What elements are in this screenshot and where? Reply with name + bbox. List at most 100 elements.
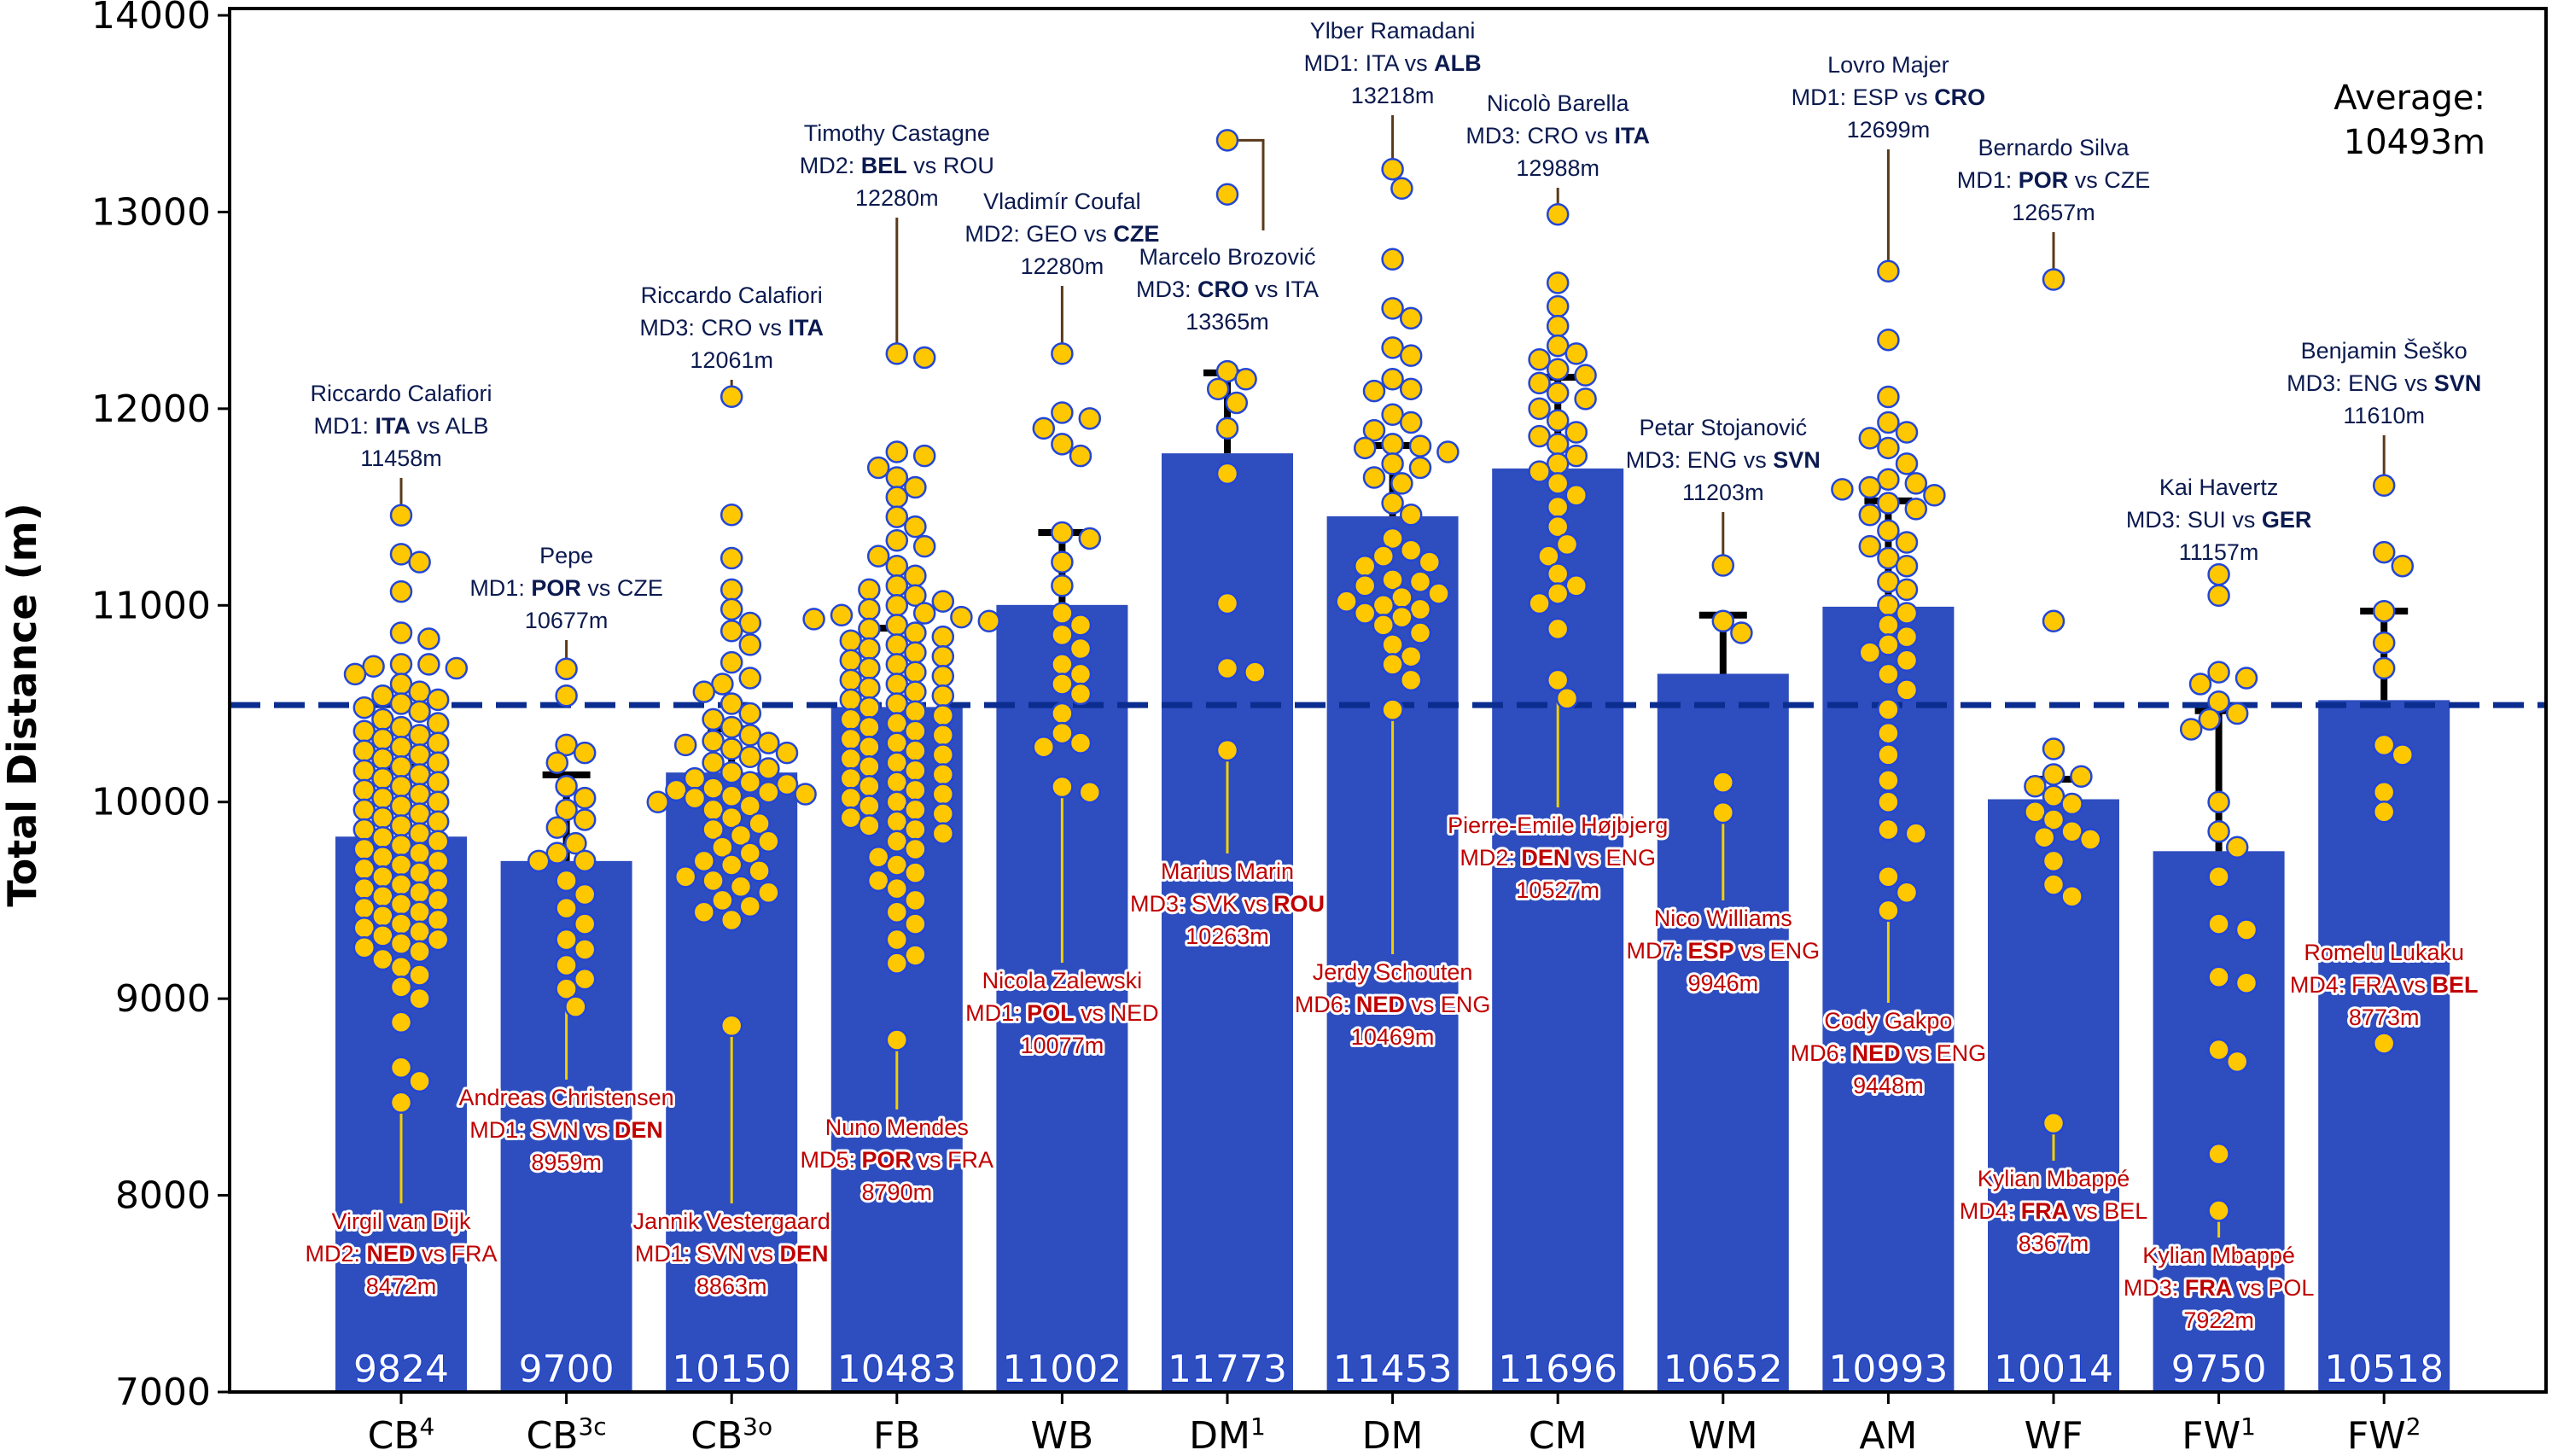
- data-point: [1858, 427, 1882, 450]
- annotation-bottom: Jannik Vestergaard MD1: SVN vs DEN 8863m: [631, 1206, 833, 1302]
- data-point: [2207, 584, 2230, 608]
- data-point: [673, 865, 697, 888]
- data-point: [738, 702, 762, 725]
- data-point: [2372, 1032, 2396, 1055]
- data-point: [904, 818, 927, 842]
- x-tick-label: CB4: [368, 1412, 435, 1456]
- data-point: [1381, 527, 1404, 550]
- bar: [1492, 468, 1624, 1392]
- data-point: [1877, 865, 1900, 888]
- data-point: [426, 712, 450, 735]
- data-point: [931, 590, 955, 613]
- data-point: [2372, 631, 2396, 655]
- data-point: [1436, 440, 1460, 463]
- annotation-match: MD3: ENG vs SVN: [1626, 447, 1821, 473]
- annotation-match: MD1: POR vs CZE: [469, 575, 663, 601]
- data-point: [1537, 545, 1560, 568]
- data-point: [720, 908, 743, 932]
- data-point: [1546, 381, 1570, 405]
- annotation-distance: 8959m: [531, 1150, 602, 1175]
- y-tick-label: 7000: [115, 1371, 211, 1414]
- data-point: [885, 554, 909, 578]
- annotation-top: Petar Stojanović MD3: ENG vs SVN 11203m: [1626, 415, 1821, 505]
- data-point: [426, 928, 450, 952]
- annotation-player-name: Lovro Majer: [1827, 52, 1949, 78]
- data-point: [1381, 368, 1404, 391]
- annotation-distance: 8863m: [696, 1273, 767, 1299]
- data-point: [1362, 466, 1386, 489]
- data-point: [2207, 865, 2230, 888]
- data-point: [555, 684, 578, 708]
- data-point: [573, 849, 597, 873]
- data-point: [1546, 668, 1570, 692]
- data-point: [885, 574, 909, 597]
- data-point: [555, 798, 578, 822]
- data-point: [371, 684, 394, 708]
- annotation-bottom: Cody Gakpo MD6: NED vs ENG 9448m: [1788, 1005, 1990, 1101]
- data-point: [1711, 801, 1735, 824]
- data-point: [1399, 539, 1423, 562]
- annotation-match: MD1: POL vs NED: [965, 1000, 1159, 1026]
- data-point: [389, 621, 413, 644]
- data-point: [720, 853, 743, 877]
- data-point: [1215, 416, 1239, 440]
- data-point: [1381, 653, 1404, 676]
- x-tick-label: FW1: [2182, 1412, 2256, 1456]
- data-point: [1051, 702, 1074, 725]
- data-point: [720, 715, 743, 739]
- data-point: [904, 621, 927, 644]
- annotation-match: MD1: ESP vs CRO: [1792, 84, 1986, 110]
- data-point: [858, 578, 881, 602]
- data-point: [2060, 885, 2083, 908]
- data-point: [1215, 183, 1239, 206]
- bar-value-label: 10993: [1828, 1348, 1948, 1391]
- data-point: [573, 786, 597, 810]
- y-tick-label: 10000: [91, 781, 211, 824]
- data-point: [1895, 421, 1919, 444]
- data-point: [1069, 682, 1092, 706]
- data-point: [2207, 790, 2230, 813]
- data-point: [931, 802, 955, 825]
- data-point: [885, 830, 909, 853]
- data-point: [1051, 673, 1074, 696]
- annotation-player-name: Benjamin Šeško: [2301, 337, 2468, 364]
- annotation-match: MD5: POR vs FRA: [801, 1147, 994, 1173]
- data-point: [1353, 602, 1377, 625]
- data-point: [2234, 918, 2258, 941]
- bar-value-label: 10483: [837, 1348, 957, 1391]
- data-point: [2372, 474, 2396, 497]
- data-point: [775, 741, 799, 765]
- data-point: [1831, 478, 1854, 501]
- data-point: [1877, 385, 1900, 409]
- data-point: [885, 853, 909, 877]
- x-tick-label: CM: [1529, 1414, 1588, 1456]
- data-point: [1546, 334, 1570, 358]
- data-point: [1032, 416, 1056, 440]
- data-point: [1234, 368, 1257, 391]
- bar-value-label: 9824: [353, 1348, 449, 1391]
- data-point: [912, 602, 936, 625]
- data-point: [1051, 401, 1074, 424]
- data-point: [885, 594, 909, 617]
- data-point: [1564, 444, 1588, 468]
- annotation-player-name: Petar Stojanović: [1639, 415, 1807, 440]
- data-point: [573, 912, 597, 935]
- data-point: [738, 633, 762, 656]
- data-point: [408, 964, 431, 987]
- data-point: [673, 733, 697, 757]
- annotation-distance: 9448m: [1853, 1073, 1924, 1098]
- data-point: [1877, 259, 1900, 283]
- annotation-player-name: Nicola Zalewski: [982, 968, 1143, 993]
- data-point: [545, 816, 569, 839]
- data-point: [858, 715, 881, 739]
- data-point: [1427, 582, 1450, 605]
- data-point: [371, 924, 394, 947]
- data-point: [931, 644, 955, 668]
- data-point: [2032, 825, 2056, 849]
- annotation-top: Riccardo Calafiori MD1: ITA vs ALB 11458m: [310, 381, 492, 471]
- data-point: [2207, 1199, 2230, 1222]
- data-point: [858, 735, 881, 759]
- data-point: [2225, 702, 2249, 725]
- data-point: [389, 1056, 413, 1080]
- data-point: [2179, 718, 2203, 741]
